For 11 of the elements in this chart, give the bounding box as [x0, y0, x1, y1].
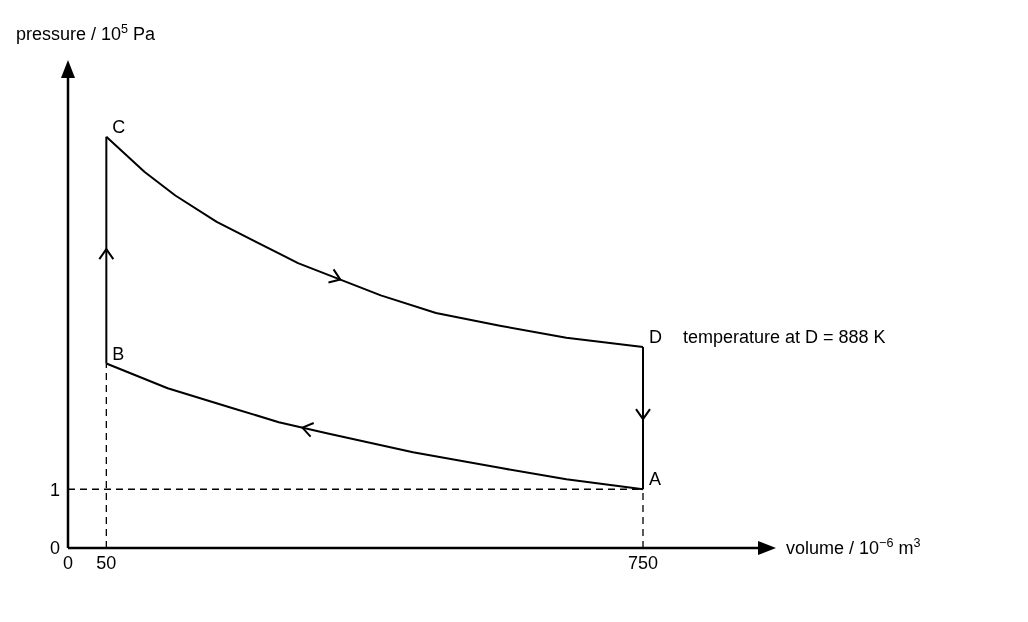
y-tick-label: 1 [49, 479, 60, 500]
annotation: D [649, 327, 662, 348]
x-tick-label: 0 [62, 552, 74, 573]
annotation: C [112, 116, 126, 137]
x-axis-title: volume / 10$^{−6}$ m$^{3}$ [786, 536, 921, 558]
x-tick-label: 50 [96, 552, 117, 573]
y-axis-title: pressure / 10$^{5}$ Pa [16, 22, 157, 44]
annotation: B [112, 343, 125, 364]
annotation: temperature at D = 888 K [683, 327, 886, 348]
x-tick-label: 750 [627, 552, 659, 573]
annotation: A [649, 469, 662, 490]
